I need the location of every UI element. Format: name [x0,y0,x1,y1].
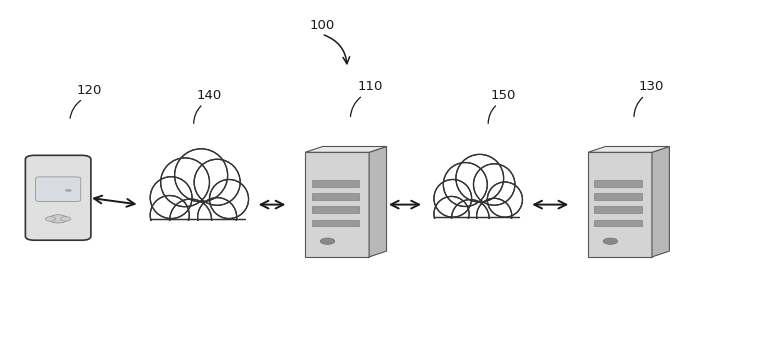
Polygon shape [652,147,670,257]
Ellipse shape [434,179,472,217]
Ellipse shape [487,182,522,217]
Bar [594,193,642,200]
Ellipse shape [456,154,504,202]
Ellipse shape [171,200,210,240]
Ellipse shape [443,163,487,207]
Text: 110: 110 [358,80,383,93]
Bar [147,221,248,244]
Ellipse shape [478,199,510,233]
Ellipse shape [452,199,489,237]
FancyArrowPatch shape [634,97,642,117]
Text: 150: 150 [491,89,516,102]
Ellipse shape [162,159,208,206]
Polygon shape [305,152,369,257]
FancyBboxPatch shape [36,177,81,202]
Ellipse shape [152,196,188,234]
FancyArrowPatch shape [194,106,201,123]
Ellipse shape [198,198,236,237]
Bar [594,206,642,213]
Bar [432,214,522,237]
Ellipse shape [150,195,189,235]
Ellipse shape [436,197,467,231]
Ellipse shape [152,177,191,218]
Bar [147,215,248,241]
Ellipse shape [477,198,512,234]
Circle shape [603,238,618,244]
Bar [432,219,522,241]
FancyArrowPatch shape [350,97,360,117]
Polygon shape [305,147,387,152]
Ellipse shape [209,179,249,219]
Ellipse shape [457,155,502,202]
Text: 140: 140 [197,89,222,102]
Ellipse shape [436,180,470,217]
Ellipse shape [474,164,515,205]
Bar [594,220,642,226]
Ellipse shape [211,180,247,218]
Bar [312,206,359,213]
Ellipse shape [160,158,209,207]
Bar [312,180,359,187]
Ellipse shape [434,196,469,232]
Ellipse shape [194,159,240,205]
Circle shape [49,215,67,223]
Ellipse shape [475,164,513,205]
Circle shape [46,217,56,221]
Bar [594,180,642,187]
Polygon shape [588,152,652,257]
Text: 130: 130 [639,80,663,93]
FancyArrowPatch shape [70,101,81,118]
Circle shape [60,217,71,221]
Text: 100: 100 [310,19,336,32]
Ellipse shape [489,183,521,217]
Circle shape [65,189,72,192]
Ellipse shape [195,160,239,205]
Ellipse shape [453,200,487,237]
Polygon shape [369,147,387,257]
Text: 120: 120 [77,84,102,97]
Ellipse shape [174,149,228,202]
Bar [312,193,359,200]
Polygon shape [588,147,670,152]
Ellipse shape [150,177,192,219]
Circle shape [320,238,335,244]
Ellipse shape [199,198,235,236]
Bar [312,220,359,226]
Ellipse shape [170,199,212,241]
FancyArrowPatch shape [324,35,350,64]
FancyArrowPatch shape [488,106,495,123]
FancyBboxPatch shape [26,155,91,240]
Ellipse shape [176,149,226,201]
Ellipse shape [445,163,486,206]
